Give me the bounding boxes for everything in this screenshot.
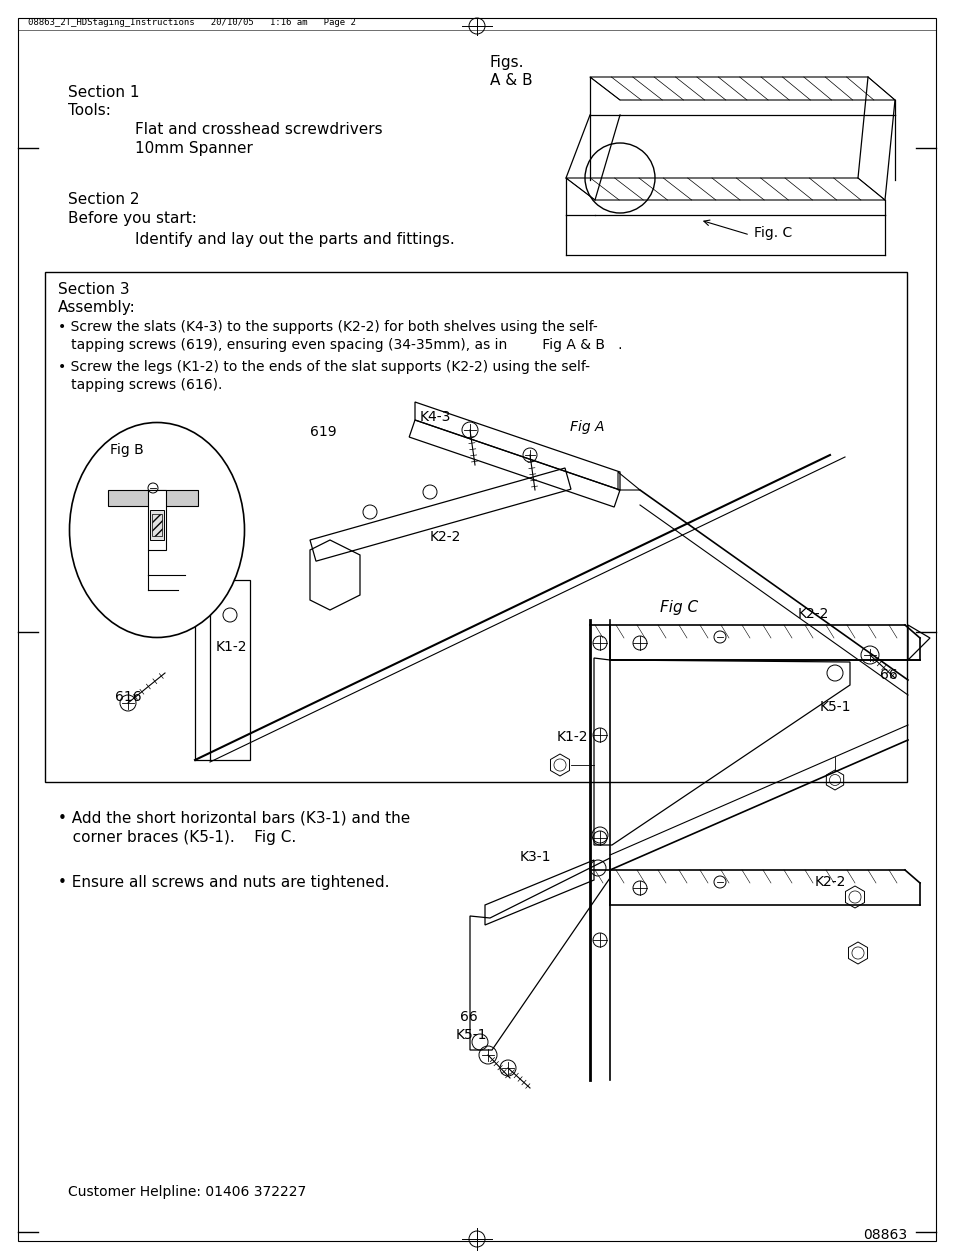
Bar xyxy=(148,490,166,550)
Text: Customer Helpline: 01406 372227: Customer Helpline: 01406 372227 xyxy=(68,1185,306,1199)
Text: K2-2: K2-2 xyxy=(797,607,828,621)
Text: K1-2: K1-2 xyxy=(557,730,588,744)
Text: Before you start:: Before you start: xyxy=(68,212,196,227)
Text: Section 1: Section 1 xyxy=(68,86,139,99)
Text: Assembly:: Assembly: xyxy=(58,300,135,315)
Text: Section 3: Section 3 xyxy=(58,282,130,297)
Text: Section 2: Section 2 xyxy=(68,193,139,206)
Text: 616: 616 xyxy=(115,690,141,704)
Ellipse shape xyxy=(70,423,244,637)
Text: Tools:: Tools: xyxy=(68,103,111,118)
Text: 66: 66 xyxy=(879,669,897,682)
Text: corner braces (K5-1).    Fig C.: corner braces (K5-1). Fig C. xyxy=(58,830,296,845)
Text: Flat and crosshead screwdrivers: Flat and crosshead screwdrivers xyxy=(135,122,382,137)
Bar xyxy=(150,510,164,540)
Text: Figs.: Figs. xyxy=(490,55,524,71)
Bar xyxy=(108,490,198,506)
Text: Identify and lay out the parts and fittings.: Identify and lay out the parts and fitti… xyxy=(135,232,455,247)
Text: 08863_2T_HDStaging_Instructions   20/10/05   1:16 am   Page 2: 08863_2T_HDStaging_Instructions 20/10/05… xyxy=(28,18,355,26)
Text: Fig B: Fig B xyxy=(110,443,144,457)
Text: 66: 66 xyxy=(459,1010,477,1024)
Text: K4-3: K4-3 xyxy=(419,410,451,424)
Text: K2-2: K2-2 xyxy=(430,530,461,544)
Text: 08863: 08863 xyxy=(862,1228,906,1241)
Text: K5-1: K5-1 xyxy=(456,1029,487,1042)
Bar xyxy=(45,272,906,782)
Text: 619: 619 xyxy=(310,426,336,439)
Text: K1-2: K1-2 xyxy=(215,640,247,653)
Text: K3-1: K3-1 xyxy=(519,850,551,864)
Text: Fig A: Fig A xyxy=(569,421,604,434)
Text: • Screw the legs (K1-2) to the ends of the slat supports (K2-2) using the self-: • Screw the legs (K1-2) to the ends of t… xyxy=(58,360,589,374)
Text: K5-1: K5-1 xyxy=(820,700,851,714)
Text: Fig C: Fig C xyxy=(659,601,698,614)
Text: Fig. C: Fig. C xyxy=(753,227,791,240)
Text: • Add the short horizontal bars (K3-1) and the: • Add the short horizontal bars (K3-1) a… xyxy=(58,810,410,825)
Text: A & B: A & B xyxy=(490,73,532,88)
Bar xyxy=(152,514,162,536)
Text: tapping screws (616).: tapping screws (616). xyxy=(58,378,222,392)
Text: 10mm Spanner: 10mm Spanner xyxy=(135,141,253,156)
Text: K2-2: K2-2 xyxy=(814,875,845,889)
Text: tapping screws (619), ensuring even spacing (34-35mm), as in        Fig A & B   : tapping screws (619), ensuring even spac… xyxy=(58,337,622,353)
Text: • Ensure all screws and nuts are tightened.: • Ensure all screws and nuts are tighten… xyxy=(58,875,389,890)
Text: • Screw the slats (K4-3) to the supports (K2-2) for both shelves using the self-: • Screw the slats (K4-3) to the supports… xyxy=(58,320,598,334)
